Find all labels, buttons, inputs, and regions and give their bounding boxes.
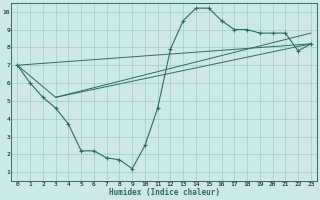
X-axis label: Humidex (Indice chaleur): Humidex (Indice chaleur): [108, 188, 220, 197]
